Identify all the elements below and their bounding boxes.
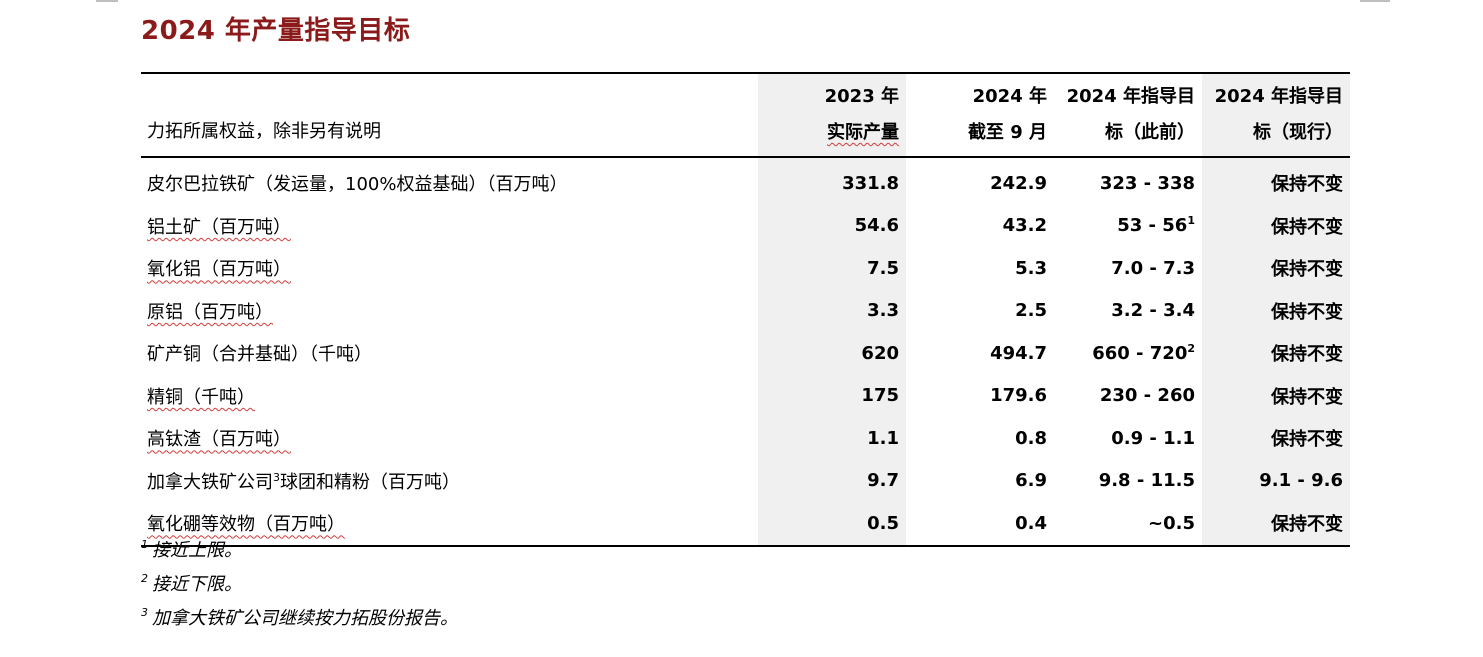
- col-header-2024-guidance-current: 2024 年指导目 标（现行）: [1202, 72, 1350, 158]
- corner-mark-left: [96, 0, 118, 2]
- table-header-label: 力拓所属权益，除非另有说明: [141, 72, 758, 158]
- cell-2024-ytd: 494.7: [990, 342, 1047, 364]
- cell-guidance-current: 保持不变: [1202, 332, 1350, 375]
- cell-guidance-prior: 9.8 - 11.5: [1098, 470, 1195, 492]
- cell-guidance-prior: 660 - 7202: [1092, 341, 1195, 364]
- page-title: 2024 年产量指导目标: [141, 16, 411, 46]
- cell-guidance-current: 保持不变: [1202, 502, 1350, 547]
- cell-guidance-prior: 230 - 260: [1099, 385, 1195, 407]
- cell-guidance-prior: 3.2 - 3.4: [1111, 300, 1195, 322]
- guidance-table: 力拓所属权益，除非另有说明 2023 年 实际产量 2024 年 截至 9 月 …: [141, 72, 1350, 547]
- cell-guidance-prior: 323 - 338: [1099, 172, 1195, 194]
- cell-guidance-prior: 7.0 - 7.3: [1111, 257, 1195, 279]
- row-label: 加拿大铁矿公司3球团和精粉（百万吨）: [147, 470, 460, 493]
- cell-2024-ytd: 43.2: [1002, 215, 1047, 237]
- cell-guidance-current: 保持不变: [1202, 417, 1350, 460]
- table-row: 精铜（千吨） 175 179.6 230 - 260 保持不变: [141, 374, 1350, 417]
- table-row: 氧化铝（百万吨） 7.5 5.3 7.0 - 7.3 保持不变: [141, 247, 1350, 290]
- row-label: 原铝（百万吨）: [147, 301, 273, 323]
- cell-guidance-current: 9.1 - 9.6: [1202, 459, 1350, 502]
- row-label: 铝土矿（百万吨）: [147, 216, 291, 238]
- footnote-1: 1 接近上限。: [141, 538, 242, 561]
- cell-2023-actual: 175: [758, 374, 906, 417]
- row-label: 氧化铝（百万吨）: [147, 259, 291, 281]
- footnote-ref: 1: [1187, 214, 1195, 228]
- table-row: 加拿大铁矿公司3球团和精粉（百万吨） 9.7 6.9 9.8 - 11.5 9.…: [141, 459, 1350, 502]
- cell-2024-ytd: 242.9: [990, 172, 1047, 194]
- col-header-2024-ytd: 2024 年 截至 9 月: [906, 72, 1054, 158]
- cell-2023-actual: 0.5: [758, 502, 906, 547]
- corner-mark-right: [1360, 0, 1390, 2]
- cell-2024-ytd: 179.6: [990, 385, 1047, 407]
- table-row: 氧化硼等效物（百万吨） 0.5 0.4 ~0.5 保持不变: [141, 502, 1350, 547]
- cell-2024-ytd: 0.8: [1015, 427, 1047, 449]
- cell-2023-actual: 620: [758, 332, 906, 375]
- cell-2023-actual: 54.6: [758, 204, 906, 247]
- row-label: 皮尔巴拉铁矿（发运量，100%权益基础）（百万吨）: [147, 174, 568, 196]
- cell-2023-actual: 331.8: [758, 157, 906, 205]
- cell-guidance-prior: ~0.5: [1054, 502, 1202, 547]
- cell-2023-actual: 9.7: [758, 459, 906, 502]
- cell-guidance-current: 保持不变: [1202, 289, 1350, 332]
- cell-guidance-current: 保持不变: [1202, 157, 1350, 205]
- cell-2024-ytd: 2.5: [1015, 300, 1047, 322]
- cell-2023-actual: 1.1: [758, 417, 906, 460]
- footnote-ref: 3: [273, 470, 280, 484]
- footnote-ref: 2: [1187, 341, 1195, 355]
- footnote-3: 3 加拿大铁矿公司继续按力拓股份报告。: [141, 606, 458, 629]
- cell-2023-actual: 7.5: [758, 247, 906, 290]
- footnote-2: 2 接近下限。: [141, 572, 242, 595]
- table-row: 原铝（百万吨） 3.3 2.5 3.2 - 3.4 保持不变: [141, 289, 1350, 332]
- cell-guidance-current: 保持不变: [1202, 247, 1350, 290]
- cell-2024-ytd: 6.9: [1015, 470, 1047, 492]
- cell-2023-actual: 3.3: [758, 289, 906, 332]
- row-label: 矿产铜（合并基础）（千吨）: [147, 344, 372, 366]
- table-row: 矿产铜（合并基础）（千吨） 620 494.7 660 - 7202 保持不变: [141, 332, 1350, 375]
- cell-guidance-prior: 53 - 561: [1117, 214, 1195, 237]
- table-row: 皮尔巴拉铁矿（发运量，100%权益基础）（百万吨） 331.8 242.9 32…: [141, 157, 1350, 205]
- col-header-2024-guidance-prior: 2024 年指导目 标（此前）: [1054, 72, 1202, 158]
- row-label: 高钛渣（百万吨）: [147, 429, 291, 451]
- cell-2024-ytd: 0.4: [906, 502, 1054, 547]
- table-row: 高钛渣（百万吨） 1.1 0.8 0.9 - 1.1 保持不变: [141, 417, 1350, 460]
- cell-2024-ytd: 5.3: [1015, 257, 1047, 279]
- table-row: 铝土矿（百万吨） 54.6 43.2 53 - 561 保持不变: [141, 204, 1350, 247]
- footnotes: 1 接近上限。 2 接近下限。 3 加拿大铁矿公司继续按力拓股份报告。: [141, 536, 458, 638]
- cell-guidance-prior: 0.9 - 1.1: [1111, 427, 1195, 449]
- col-header-2023-actual: 2023 年 实际产量: [758, 72, 906, 158]
- cell-guidance-current: 保持不变: [1202, 374, 1350, 417]
- row-label: 氧化硼等效物（百万吨）: [141, 502, 758, 547]
- cell-guidance-current: 保持不变: [1202, 204, 1350, 247]
- row-label: 精铜（千吨）: [147, 386, 255, 408]
